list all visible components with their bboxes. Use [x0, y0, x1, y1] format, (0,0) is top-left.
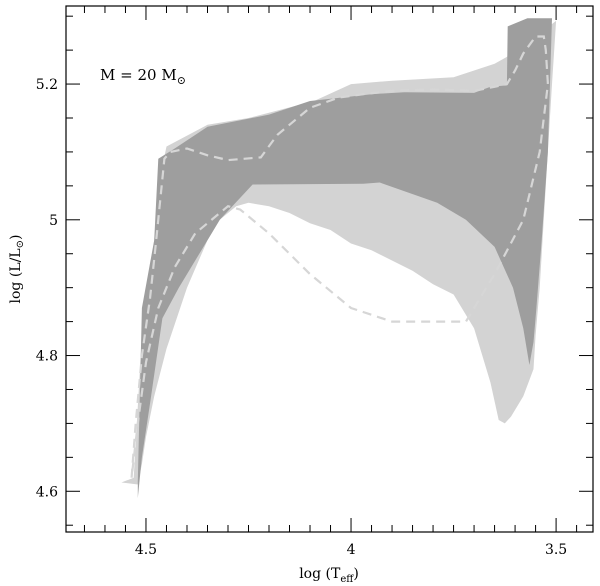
plot-frame: [65, 5, 594, 533]
solar-symbol-subscript: ⊙: [177, 74, 186, 87]
y-axis-label: log (L/L⊙): [8, 235, 26, 304]
x-tick-label: 4: [347, 542, 356, 558]
x-tick-label: 4.5: [135, 542, 157, 558]
x-tick-label: 3.5: [545, 542, 567, 558]
series-band-dark-band: [137, 18, 553, 499]
y-axis-label-mid: /L: [8, 248, 24, 262]
x-axis-label-main: log (T: [299, 566, 341, 582]
y-tick-label: 4.6: [36, 484, 58, 500]
y-axis-label-close: ): [8, 235, 24, 240]
tick-layer: 4.5 4 3.5 4.6 4.8 5 5.2: [36, 6, 593, 558]
x-axis-label-close: ): [353, 566, 358, 582]
mass-annotation: M = 20 M⊙: [100, 66, 186, 87]
y-tick-label: 5.2: [36, 77, 58, 93]
mass-annotation-text: M = 20 M: [100, 66, 177, 84]
x-axis-label: log (Teff): [299, 566, 359, 585]
series-layer: [121, 18, 557, 499]
track-layer: [130, 35, 550, 478]
y-tick-label: 5: [49, 213, 58, 229]
y-axis-label-sub: ⊙: [15, 240, 26, 248]
y-axis-label-main: log (L: [8, 262, 24, 303]
x-axis-label-sub: eff: [340, 574, 354, 585]
y-tick-label: 4.8: [36, 349, 58, 365]
evolutionary-track-line: [130, 35, 550, 478]
